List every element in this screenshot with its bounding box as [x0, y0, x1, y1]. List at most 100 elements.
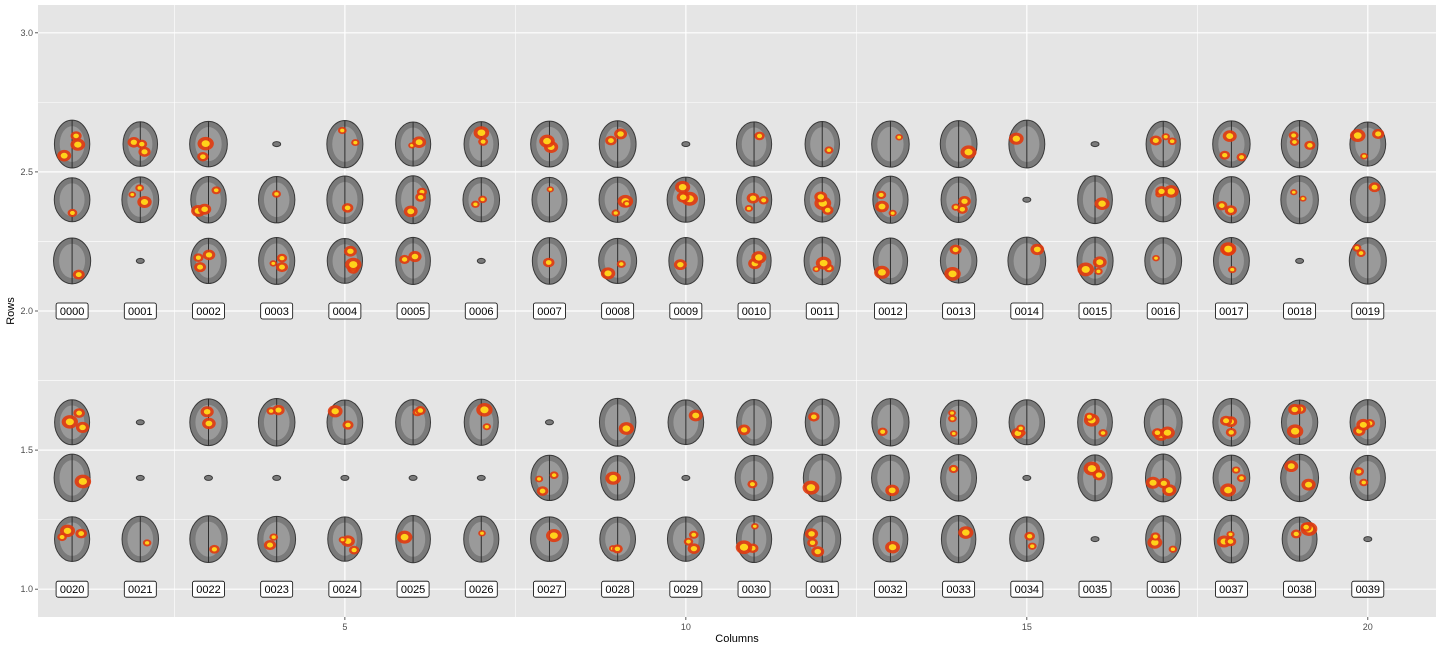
component-label-text: 0021: [128, 584, 152, 596]
component-label: 0018: [1283, 302, 1317, 320]
component-label: 0004: [328, 302, 362, 320]
component-label: 0026: [464, 580, 498, 598]
component-label: 0035: [1078, 580, 1112, 598]
x-tick-label: 5: [342, 622, 347, 632]
component-label: 0002: [192, 302, 225, 320]
component-label: 0008: [601, 302, 635, 320]
brain-slice: [135, 419, 145, 426]
brain-slice: [1212, 397, 1251, 447]
brain-slice: [1280, 119, 1319, 169]
component-label: 0017: [1215, 302, 1248, 320]
component-label-text: 0009: [674, 306, 698, 318]
component-label-text: 0007: [537, 306, 561, 318]
component-label: 0019: [1351, 302, 1385, 320]
brain-slice: [600, 455, 636, 501]
brain-slice: [667, 399, 705, 446]
component-label: 0030: [737, 580, 771, 598]
component-label-text: 0005: [401, 306, 425, 318]
component-label-text: 0006: [469, 306, 493, 318]
brain-slice: [1349, 399, 1387, 446]
component-label: 0038: [1283, 580, 1317, 598]
brain-slice: [803, 236, 841, 286]
brain-slice: [804, 176, 841, 223]
brain-slice: [476, 257, 486, 264]
brain-slice: [668, 236, 704, 285]
component-labels: 0000 0001 0002 0003 0004 0005 0006 0007 0008 0009…: [55, 302, 1385, 598]
component-label: 0022: [192, 580, 225, 598]
brain-slice: [1213, 514, 1250, 564]
brain-slice: [736, 398, 772, 446]
brain-slice: [530, 454, 569, 502]
component-label: 0036: [1146, 580, 1180, 598]
brain-slice: [395, 515, 431, 564]
y-tick-label: 2.0: [20, 306, 33, 316]
brain-slice: [272, 141, 282, 148]
component-label-text: 0016: [1151, 306, 1175, 318]
brain-slice: [1348, 237, 1387, 285]
component-label-text: 0030: [742, 584, 766, 596]
component-label: 0003: [260, 302, 294, 320]
component-label-text: 0039: [1356, 584, 1380, 596]
component-label: 0013: [942, 302, 976, 320]
component-label-text: 0026: [469, 584, 493, 596]
brain-slice: [340, 474, 350, 481]
component-label-text: 0019: [1356, 306, 1380, 318]
y-tick-label: 1.5: [20, 445, 33, 455]
component-label-text: 0014: [1015, 306, 1039, 318]
brain-slice: [872, 175, 909, 224]
brain-slice: [939, 238, 978, 284]
component-label-text: 0004: [333, 306, 357, 318]
brain-slice: [1144, 237, 1183, 285]
brain-slice: [395, 399, 432, 446]
component-label-text: 0036: [1151, 584, 1175, 596]
component-label-text: 0025: [401, 584, 425, 596]
brain-slice: [544, 419, 554, 426]
brain-slice: [476, 474, 486, 481]
brain-slice: [1349, 454, 1386, 502]
component-label: 0001: [123, 302, 157, 320]
brain-slice: [1349, 176, 1386, 224]
brain-slice: [666, 516, 705, 562]
brain-slice: [1280, 399, 1319, 446]
brain-slice: [666, 176, 706, 223]
component-label-text: 0017: [1219, 306, 1243, 318]
brain-slice: [940, 515, 977, 564]
y-axis-title: Rows: [5, 297, 17, 325]
component-label: 0034: [1010, 580, 1044, 598]
brain-slice: [121, 515, 160, 563]
brain-slice: [54, 399, 91, 446]
brain-slice: [395, 236, 431, 286]
component-label-text: 0011: [810, 306, 834, 318]
brain-slice: [395, 175, 431, 225]
brain-slice: [257, 176, 296, 224]
y-tick-label: 3.0: [20, 28, 33, 38]
component-label-text: 0001: [128, 306, 152, 318]
brain-slice: [1145, 177, 1182, 223]
component-label: 0028: [601, 580, 635, 598]
component-label: 0037: [1215, 580, 1248, 598]
component-label-text: 0000: [60, 306, 84, 318]
brain-slice: [326, 399, 364, 446]
brain-slice: [1281, 516, 1318, 562]
brain-slice: [327, 516, 363, 562]
y-tick-label: 2.5: [20, 167, 33, 177]
component-label-text: 0031: [810, 584, 834, 596]
component-label-text: 0008: [605, 306, 629, 318]
brain-slice: [189, 120, 228, 168]
brain-slice: [1295, 257, 1305, 264]
brain-slice: [135, 257, 145, 264]
component-label: 0039: [1351, 580, 1385, 598]
brain-slice: [872, 237, 909, 285]
brain-slice: [1280, 453, 1320, 503]
brain-slice: [326, 238, 364, 284]
brain-slice: [735, 175, 773, 224]
component-label: 0009: [669, 302, 703, 320]
component-label: 0024: [328, 580, 362, 598]
brain-slice: [53, 177, 91, 223]
brain-slice: [598, 397, 637, 447]
y-axis-ticks: 1.0 1.5 2.0 2.5 3.0: [20, 28, 38, 594]
component-label-text: 0034: [1015, 584, 1039, 596]
x-tick-label: 20: [1363, 622, 1373, 632]
brain-slice: [1143, 398, 1183, 447]
